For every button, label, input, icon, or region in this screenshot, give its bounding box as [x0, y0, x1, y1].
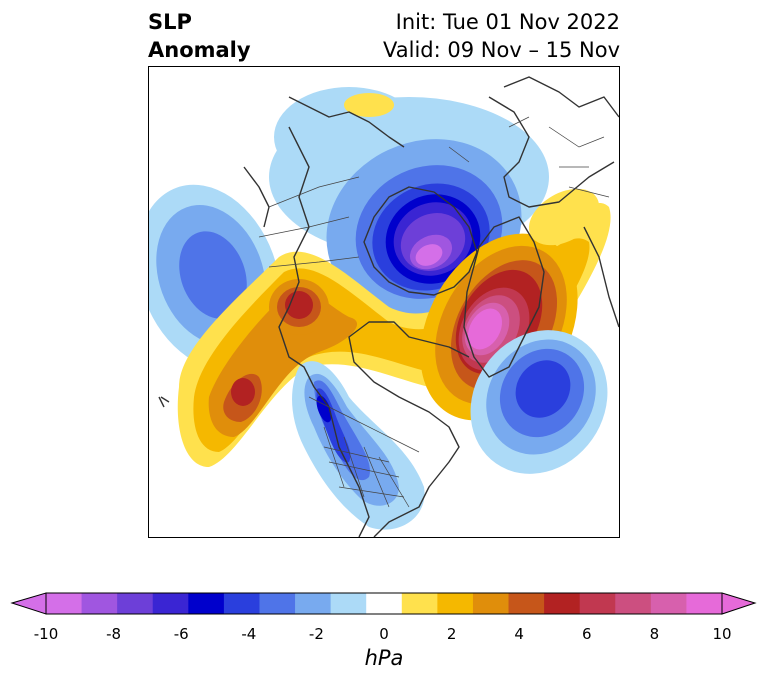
valid-range: Valid: 09 Nov – 15 Nov [383, 38, 620, 62]
colorbar-tick-label: 8 [649, 625, 660, 643]
colorbar-cell [437, 593, 474, 614]
colorbar-cell [117, 593, 154, 614]
colorbar-outline [45, 592, 723, 615]
colorbar-tick-label: 0 [379, 625, 389, 643]
colorbar [10, 592, 757, 615]
colorbar-tick-label: 10 [712, 625, 732, 643]
colorbar-tick-label: 6 [582, 625, 592, 643]
colorbar-cell [544, 593, 581, 614]
map-canvas [149, 76, 619, 537]
colorbar-cell [650, 593, 687, 614]
high-anomaly-band [177, 202, 611, 467]
colorbar-tick-label: 4 [514, 625, 524, 643]
colorbar-cell [472, 593, 510, 614]
colorbar-cell [330, 593, 367, 614]
colorbar-cell [686, 593, 723, 614]
north-america-low-anomaly [292, 361, 425, 530]
colorbar-cell [81, 593, 118, 614]
colorbar-tick-label: -2 [308, 625, 324, 643]
colorbar-cell [295, 593, 332, 614]
colorbar-cell [188, 593, 225, 614]
colorbar-cell [366, 593, 403, 614]
political-borders [258, 116, 610, 508]
colorbar-tick-label: -10 [33, 625, 59, 643]
map-title: SLP Anomaly [148, 8, 251, 64]
colorbar-cell [259, 593, 296, 614]
title-line-2: Anomaly [148, 38, 251, 62]
colorbar-unit: hPa [364, 646, 404, 670]
top-high-patch [344, 93, 394, 117]
colorbar-cell [579, 593, 616, 614]
title-line-1: SLP [148, 10, 192, 34]
colorbar-tick-label: -8 [106, 625, 122, 643]
anomaly-map [148, 66, 620, 538]
colorbar-cell [401, 593, 438, 614]
colorbar-cell [615, 593, 652, 614]
coastlines [158, 76, 619, 537]
init-date: Init: Tue 01 Nov 2022 [395, 10, 620, 34]
valid-period: Init: Tue 01 Nov 2022 Valid: 09 Nov – 15… [383, 8, 620, 64]
colorbar-cell [508, 593, 545, 614]
east-atlantic-low-anomaly [470, 330, 608, 474]
colorbar-max-extend [721, 592, 757, 615]
colorbar-min-extend [10, 592, 47, 615]
colorbar-cell [152, 593, 189, 614]
colorbar-tick-label: 2 [446, 625, 457, 643]
colorbar-cell [223, 593, 260, 614]
colorbar-tick-label: -4 [241, 625, 257, 643]
colorbar-tick-label: -6 [173, 625, 189, 643]
colorbar-cell [46, 593, 83, 614]
